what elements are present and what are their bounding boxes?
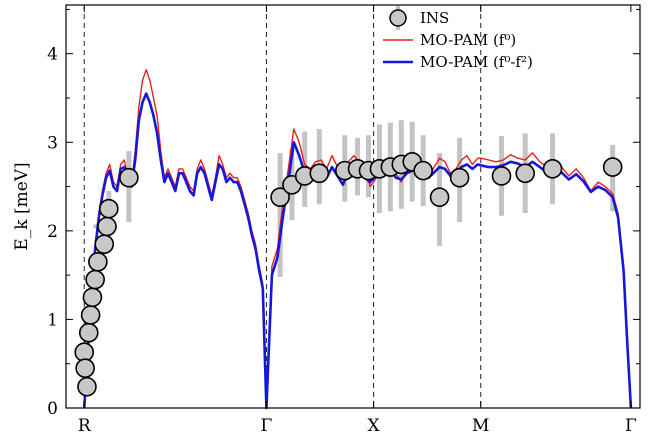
ins-data-point bbox=[542, 159, 563, 179]
x-tick-label: R bbox=[78, 416, 92, 434]
ins-data-point bbox=[491, 166, 512, 186]
ins-data-point bbox=[449, 167, 470, 188]
ins-data-point bbox=[82, 287, 103, 308]
ins-data-point bbox=[429, 187, 450, 207]
ins-data-point bbox=[119, 167, 139, 188]
y-axis-title: E_k [meV] bbox=[12, 162, 32, 250]
y-tick-label: 1 bbox=[47, 310, 58, 330]
legend: INS MO-PAM (f⁰) MO-PAM (f⁰-f²) bbox=[383, 6, 533, 71]
legend-ins-marker bbox=[389, 9, 407, 27]
plot-frame bbox=[65, 4, 641, 409]
y-tick-label: 3 bbox=[47, 133, 58, 153]
ins-data-point bbox=[77, 376, 97, 397]
y-tick-label: 2 bbox=[47, 222, 58, 242]
ins-data-point bbox=[80, 305, 101, 325]
series-line-f0 bbox=[83, 69, 632, 409]
ins-data-point bbox=[515, 163, 536, 184]
ins-data-point bbox=[309, 163, 330, 184]
ins-data-point bbox=[88, 252, 108, 272]
legend-label: MO-PAM (f⁰) bbox=[420, 31, 516, 49]
ins-data-point bbox=[85, 269, 105, 290]
ins-data-point bbox=[602, 157, 623, 177]
ins-data-point bbox=[94, 234, 115, 254]
x-tick-label: Γ bbox=[261, 416, 273, 434]
ins-data-point bbox=[270, 187, 290, 207]
x-tick-label: Γ bbox=[625, 416, 637, 434]
ins-data-point bbox=[413, 160, 433, 181]
legend-label: MO-PAM (f⁰-f²) bbox=[420, 53, 533, 71]
x-tick-label: X bbox=[368, 416, 381, 434]
ins-data-point bbox=[99, 198, 119, 219]
ins-data-point bbox=[78, 322, 99, 343]
y-tick-label: 0 bbox=[47, 399, 58, 419]
ins-data-point bbox=[97, 216, 117, 237]
legend-label: INS bbox=[420, 9, 449, 27]
ins-data-point bbox=[75, 358, 95, 378]
x-tick-label: M bbox=[472, 416, 489, 434]
axes: 0 1 2 3 4 R Γ X M Γ E_k [meV] bbox=[12, 4, 641, 434]
y-tick-label: 4 bbox=[47, 45, 58, 65]
series-line-f0-f2 bbox=[82, 92, 633, 410]
plot-area bbox=[74, 5, 633, 410]
